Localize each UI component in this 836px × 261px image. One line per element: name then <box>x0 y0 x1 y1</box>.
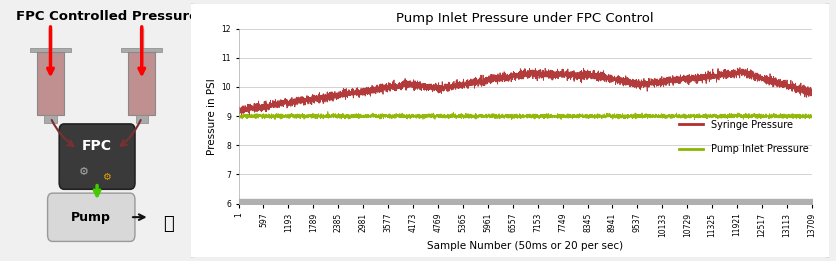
Bar <box>140 29 144 48</box>
Y-axis label: Pressure in PSI: Pressure in PSI <box>206 78 217 155</box>
Text: ⚙: ⚙ <box>79 167 89 177</box>
Bar <box>48 29 53 48</box>
Bar <box>44 115 57 123</box>
Bar <box>37 52 64 115</box>
X-axis label: Sample Number (50ms or 20 per sec): Sample Number (50ms or 20 per sec) <box>426 241 623 251</box>
Legend: Syringe Pressure, Pump Inlet Pressure: Syringe Pressure, Pump Inlet Pressure <box>675 116 812 158</box>
Text: ⚙: ⚙ <box>102 173 111 182</box>
Text: Pump: Pump <box>71 211 111 224</box>
Bar <box>121 48 162 52</box>
FancyBboxPatch shape <box>48 193 135 241</box>
Bar <box>128 52 155 115</box>
Text: FPC Controlled Pressure: FPC Controlled Pressure <box>16 10 197 23</box>
FancyBboxPatch shape <box>184 3 834 258</box>
Bar <box>135 115 148 123</box>
Text: FPC: FPC <box>82 139 112 153</box>
FancyBboxPatch shape <box>59 124 135 189</box>
Title: Pump Inlet Pressure under FPC Control: Pump Inlet Pressure under FPC Control <box>396 12 653 25</box>
Bar <box>30 48 71 52</box>
Text: 👍: 👍 <box>163 216 174 233</box>
